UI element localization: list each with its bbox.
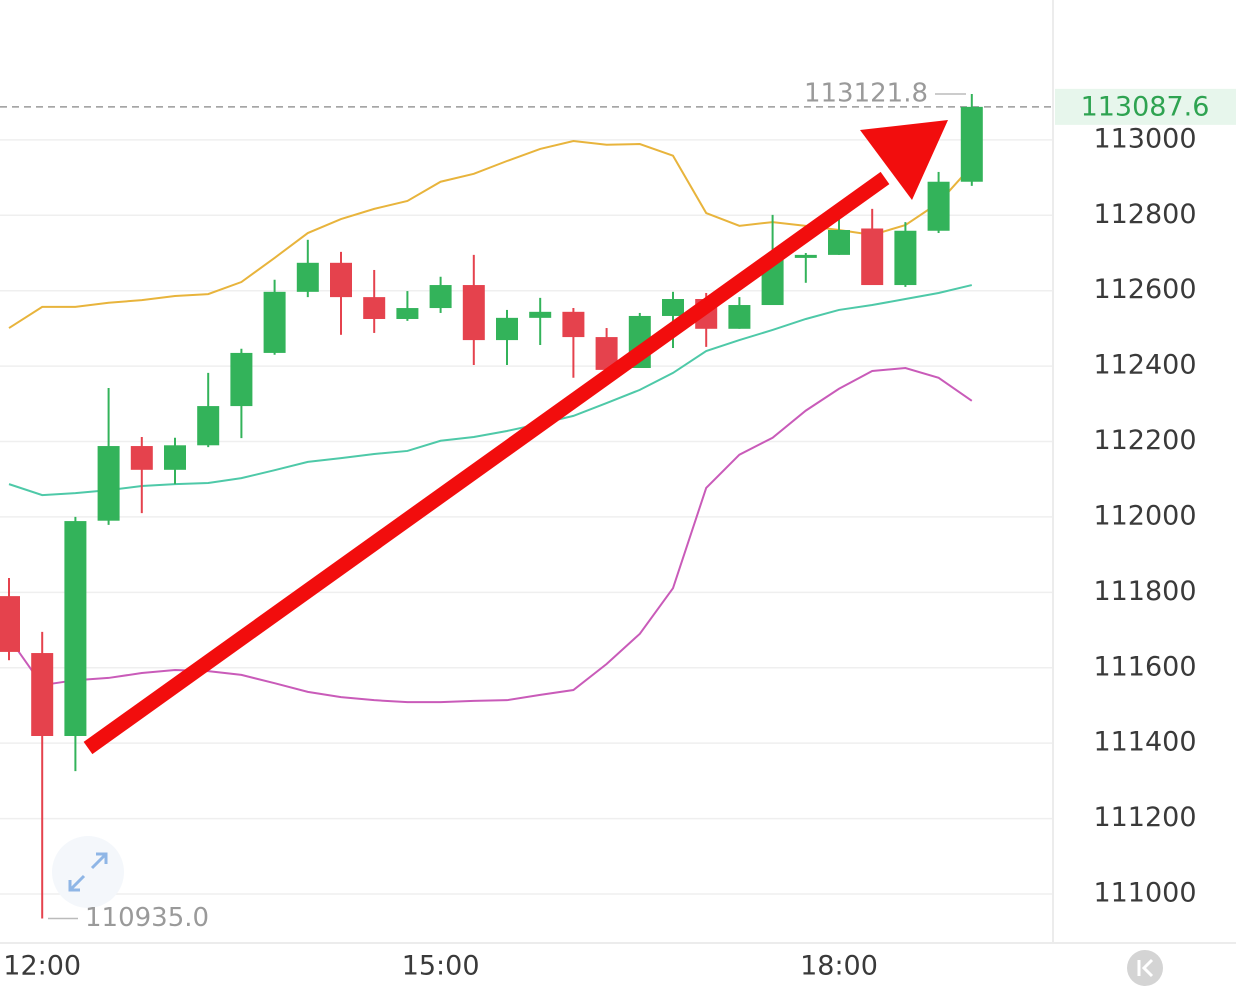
candle-body	[728, 305, 751, 329]
y-tick-label: 113000	[1093, 123, 1196, 154]
last-price-label: 113087.6	[1081, 91, 1210, 122]
candle-body	[363, 297, 386, 319]
candle-body	[330, 262, 352, 298]
trend-arrow	[83, 120, 948, 755]
candle-body	[263, 291, 286, 353]
y-tick-label: 111600	[1093, 651, 1196, 682]
y-tick-label: 111400	[1093, 727, 1196, 758]
candle-body	[396, 308, 419, 319]
band-line	[8, 366, 973, 704]
min-label: 110935.0	[85, 903, 209, 933]
candle-body	[164, 445, 186, 470]
y-tick-label: 112800	[1093, 199, 1196, 230]
max-label: 113121.8	[804, 78, 928, 108]
candle-body	[496, 317, 518, 341]
candle-body	[529, 311, 552, 318]
candle-body	[197, 406, 220, 446]
scroll-latest-button[interactable]	[1127, 950, 1163, 986]
candle-body	[0, 596, 20, 652]
y-tick-label: 112000	[1093, 500, 1196, 531]
candle-body	[97, 446, 120, 521]
candle-body	[130, 446, 153, 470]
candle-body	[562, 311, 585, 338]
last-price-bg	[1055, 88, 1236, 125]
x-tick-label: 12:00	[3, 951, 81, 982]
candle-body	[828, 230, 850, 255]
candle-body	[894, 230, 917, 286]
candle-body	[462, 285, 485, 341]
candle-body	[861, 228, 884, 286]
expand-button[interactable]	[52, 836, 124, 908]
y-tick-label: 112200	[1093, 425, 1196, 456]
candle-body	[960, 106, 983, 182]
candle-body	[595, 337, 618, 370]
candle-body	[31, 653, 54, 736]
scroll-latest-icon	[1137, 958, 1154, 978]
candle-body	[927, 181, 950, 231]
arrow-shaft	[83, 171, 890, 755]
candle-body	[794, 254, 817, 258]
arrow-head	[860, 120, 948, 200]
y-tick-label: 112600	[1093, 274, 1196, 305]
candle-body	[662, 299, 684, 316]
y-tick-label: 112400	[1093, 350, 1196, 381]
expand-icon	[68, 852, 108, 892]
candle-body	[230, 352, 253, 407]
y-tick-label: 111800	[1093, 576, 1196, 607]
plot	[0, 93, 1053, 920]
expand-button-bg[interactable]	[52, 836, 124, 908]
candle-body	[296, 262, 319, 292]
band-line	[8, 284, 973, 497]
y-tick-label: 111200	[1093, 802, 1196, 833]
x-tick-label: 15:00	[402, 951, 480, 982]
x-tick-label: 18:00	[800, 951, 878, 982]
y-tick-label: 111000	[1093, 877, 1196, 908]
candle-body	[64, 521, 87, 736]
candle-body	[429, 285, 452, 309]
